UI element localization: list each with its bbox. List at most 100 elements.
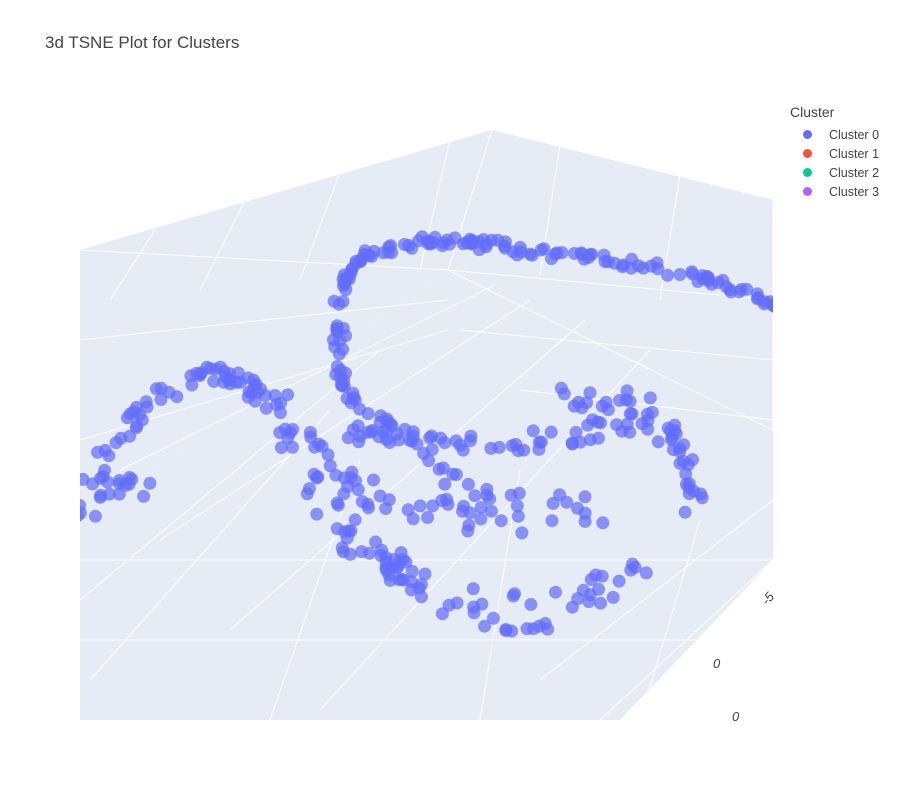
data-point[interactable] bbox=[537, 242, 551, 256]
data-point[interactable] bbox=[511, 509, 525, 523]
data-point[interactable] bbox=[628, 560, 642, 574]
data-point[interactable] bbox=[576, 583, 590, 597]
points-cluster-0[interactable] bbox=[71, 230, 783, 638]
data-point[interactable] bbox=[524, 598, 538, 611]
data-point[interactable] bbox=[569, 425, 583, 439]
data-point[interactable] bbox=[384, 239, 398, 253]
data-point[interactable] bbox=[767, 299, 780, 313]
data-point[interactable] bbox=[578, 490, 592, 504]
data-point[interactable] bbox=[88, 509, 102, 523]
data-point[interactable] bbox=[461, 477, 475, 491]
data-point[interactable] bbox=[149, 382, 163, 396]
data-point[interactable] bbox=[651, 435, 665, 449]
data-point[interactable] bbox=[478, 619, 492, 633]
data-point[interactable] bbox=[327, 294, 341, 308]
data-point[interactable] bbox=[545, 514, 559, 528]
data-point[interactable] bbox=[404, 583, 418, 597]
data-point[interactable] bbox=[421, 511, 435, 524]
data-point[interactable] bbox=[344, 524, 358, 538]
data-point[interactable] bbox=[639, 566, 653, 580]
data-point[interactable] bbox=[486, 611, 500, 625]
legend-item-cluster-0[interactable]: Cluster 0 bbox=[790, 125, 879, 144]
data-point[interactable] bbox=[326, 333, 340, 347]
data-point[interactable] bbox=[515, 526, 529, 540]
data-point[interactable] bbox=[351, 483, 365, 497]
data-point[interactable] bbox=[538, 617, 552, 630]
data-point[interactable] bbox=[474, 501, 488, 514]
data-point[interactable] bbox=[546, 496, 560, 510]
legend-item-cluster-1[interactable]: Cluster 1 bbox=[790, 144, 879, 163]
data-point[interactable] bbox=[258, 389, 272, 402]
data-point[interactable] bbox=[94, 488, 108, 502]
data-point[interactable] bbox=[448, 231, 462, 245]
data-point[interactable] bbox=[606, 590, 620, 604]
data-point[interactable] bbox=[109, 436, 123, 450]
data-point[interactable] bbox=[98, 463, 111, 477]
data-point[interactable] bbox=[123, 429, 137, 443]
data-point[interactable] bbox=[143, 476, 157, 490]
data-point[interactable] bbox=[555, 246, 569, 260]
data-point[interactable] bbox=[248, 394, 262, 408]
data-point[interactable] bbox=[331, 498, 345, 512]
data-point[interactable] bbox=[620, 384, 634, 398]
data-point[interactable] bbox=[436, 461, 450, 475]
data-point[interactable] bbox=[677, 438, 691, 452]
data-point[interactable] bbox=[383, 436, 396, 449]
data-point[interactable] bbox=[701, 274, 715, 288]
data-point[interactable] bbox=[396, 573, 410, 587]
data-point[interactable] bbox=[578, 506, 592, 520]
data-point[interactable] bbox=[580, 396, 594, 410]
data-point[interactable] bbox=[594, 416, 607, 430]
data-point[interactable] bbox=[497, 239, 511, 253]
data-point[interactable] bbox=[532, 442, 546, 456]
data-point[interactable] bbox=[74, 506, 87, 520]
data-point[interactable] bbox=[355, 545, 369, 559]
data-point[interactable] bbox=[554, 381, 568, 395]
data-point[interactable] bbox=[98, 443, 112, 457]
data-point[interactable] bbox=[594, 596, 608, 610]
data-point[interactable] bbox=[505, 439, 519, 453]
data-point[interactable] bbox=[302, 482, 316, 496]
data-point[interactable] bbox=[438, 477, 452, 491]
data-point[interactable] bbox=[281, 431, 295, 445]
data-point[interactable] bbox=[355, 495, 369, 509]
data-point[interactable] bbox=[711, 276, 725, 289]
data-point[interactable] bbox=[505, 624, 519, 638]
data-point[interactable] bbox=[544, 425, 558, 439]
data-point[interactable] bbox=[360, 425, 374, 439]
data-point[interactable] bbox=[567, 399, 581, 413]
data-point[interactable] bbox=[321, 448, 335, 462]
data-point[interactable] bbox=[413, 499, 427, 513]
data-point[interactable] bbox=[308, 440, 322, 454]
data-point[interactable] bbox=[585, 247, 599, 261]
data-point[interactable] bbox=[723, 283, 737, 297]
data-point[interactable] bbox=[504, 488, 518, 502]
data-point[interactable] bbox=[374, 549, 388, 562]
data-point[interactable] bbox=[217, 375, 231, 389]
data-point[interactable] bbox=[492, 440, 506, 454]
data-point[interactable] bbox=[344, 471, 358, 485]
data-point[interactable] bbox=[398, 422, 412, 436]
data-point[interactable] bbox=[616, 258, 630, 272]
data-point[interactable] bbox=[162, 385, 176, 399]
data-point[interactable] bbox=[466, 582, 480, 596]
data-point[interactable] bbox=[467, 600, 481, 614]
data-point[interactable] bbox=[584, 573, 598, 586]
data-point[interactable] bbox=[337, 379, 351, 393]
legend-item-cluster-3[interactable]: Cluster 3 bbox=[790, 182, 879, 201]
data-point[interactable] bbox=[526, 424, 540, 438]
data-point[interactable] bbox=[545, 252, 558, 266]
data-point[interactable] bbox=[335, 541, 349, 555]
data-point[interactable] bbox=[640, 407, 654, 421]
data-point[interactable] bbox=[678, 505, 692, 519]
data-point[interactable] bbox=[422, 454, 436, 468]
data-point[interactable] bbox=[274, 441, 288, 455]
data-point[interactable] bbox=[750, 292, 764, 306]
data-point[interactable] bbox=[139, 395, 153, 409]
data-point[interactable] bbox=[137, 489, 151, 503]
data-point[interactable] bbox=[494, 514, 508, 528]
data-point[interactable] bbox=[484, 504, 498, 518]
data-point[interactable] bbox=[405, 241, 419, 255]
data-point[interactable] bbox=[565, 436, 579, 450]
data-point[interactable] bbox=[354, 252, 368, 266]
